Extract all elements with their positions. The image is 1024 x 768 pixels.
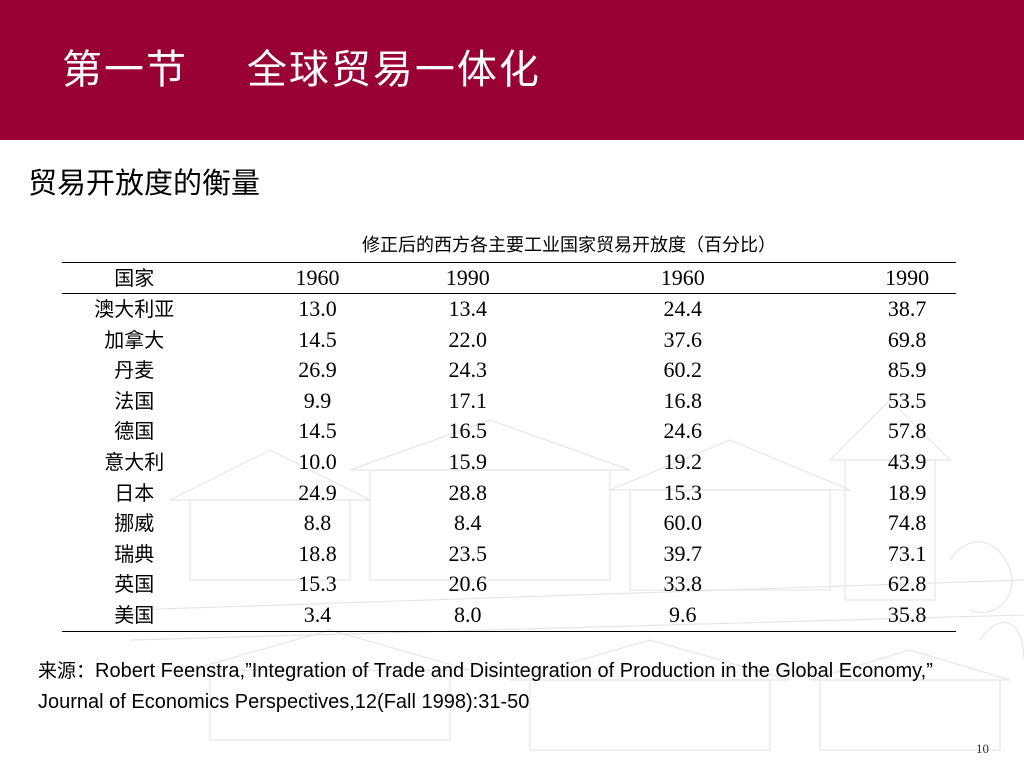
- country-cell: 丹麦: [114, 358, 155, 383]
- country-cell: 加拿大: [104, 327, 165, 352]
- value-cell: 15.9: [448, 448, 488, 474]
- country-cell: 挪威: [114, 511, 155, 536]
- value-cell: 60.2: [663, 357, 702, 383]
- country-cell: 法国: [114, 388, 155, 413]
- value-cell: 14.5: [298, 326, 337, 352]
- value-cell: 57.8: [887, 418, 927, 444]
- value-cell: 69.8: [887, 326, 927, 352]
- value-cell: 38.7: [887, 296, 927, 321]
- table-row: 瑞典 18.8 23.5 39.7 73.1: [62, 539, 956, 570]
- value-cell: 60.0: [663, 510, 702, 536]
- header-band: [0, 0, 1024, 140]
- section-subtitle: 贸易开放度的衡量: [28, 166, 261, 200]
- value-cell: 8.4: [454, 510, 482, 536]
- value-cell: 15.3: [298, 571, 337, 597]
- country-cell: 美国: [62, 599, 207, 632]
- table-row: 丹麦 26.9 24.3 60.2 85.9: [62, 355, 956, 386]
- column-header-1990-a: 1990: [428, 262, 508, 294]
- value-cell: 19.2: [663, 448, 702, 474]
- value-cell: 22.0: [448, 326, 488, 352]
- value-cell: 43.9: [887, 448, 927, 474]
- value-cell: 15.3: [663, 479, 702, 505]
- value-cell: 3.4: [206, 599, 429, 632]
- value-cell: 35.8: [858, 599, 956, 632]
- column-header-1960-b: 1960: [507, 262, 859, 294]
- value-cell: 10.0: [298, 448, 337, 474]
- country-cell: 英国: [114, 572, 155, 597]
- value-cell: 53.5: [887, 387, 927, 413]
- value-cell: 24.9: [298, 479, 337, 505]
- value-cell: 26.9: [298, 357, 337, 383]
- country-cell: 瑞典: [114, 541, 155, 566]
- value-cell: 24.3: [448, 357, 488, 383]
- table-row: 法国 9.9 17.1 16.8 53.5: [62, 386, 956, 417]
- table-row: 挪威 8.8 8.4 60.0 74.8: [62, 508, 956, 539]
- value-cell: 74.8: [887, 510, 927, 536]
- table-row: 英国 15.3 20.6 33.8 62.8: [62, 569, 956, 600]
- source-label: 来源：: [38, 660, 96, 682]
- value-cell: 13.4: [448, 296, 488, 321]
- column-header-1990-b: 1990: [858, 262, 956, 294]
- source-citation: 来源：Robert Feenstra,”Integration of Trade…: [38, 656, 938, 718]
- country-cell: 日本: [114, 480, 155, 505]
- value-cell: 14.5: [298, 418, 337, 444]
- value-cell: 24.6: [663, 418, 702, 444]
- value-cell: 28.8: [448, 479, 488, 505]
- column-header-country: 国家: [62, 262, 207, 294]
- table-row: 意大利 10.0 15.9 19.2 43.9: [62, 447, 956, 478]
- value-cell: 24.4: [663, 296, 702, 321]
- source-text: Robert Feenstra,”Integration of Trade an…: [38, 660, 933, 713]
- table-row: 澳大利亚 13.0 13.4 24.4 38.7: [62, 294, 956, 325]
- table-row: 加拿大 14.5 22.0 37.6 69.8: [62, 325, 956, 356]
- table-row: 德国 14.5 16.5 24.6 57.8: [62, 416, 956, 447]
- value-cell: 17.1: [448, 387, 488, 413]
- value-cell: 8.0: [428, 599, 508, 632]
- table-caption: 修正后的西方各主要工业国家贸易开放度（百分比）: [362, 235, 776, 256]
- page-number: 10: [976, 741, 989, 756]
- value-cell: 23.5: [448, 540, 488, 566]
- value-cell: 18.9: [887, 479, 927, 505]
- value-cell: 62.8: [887, 571, 927, 597]
- slide-title: 第一节 全球贸易一体化: [62, 47, 541, 93]
- value-cell: 73.1: [887, 540, 927, 566]
- value-cell: 13.0: [298, 296, 337, 321]
- value-cell: 85.9: [887, 357, 927, 383]
- value-cell: 37.6: [663, 326, 702, 352]
- trade-openness-table: 国家 1960 1990 1960 1990 澳大利亚 13.0 13.4 24…: [62, 262, 956, 632]
- value-cell: 18.8: [298, 540, 337, 566]
- country-cell: 德国: [114, 419, 155, 444]
- value-cell: 9.9: [303, 387, 332, 413]
- value-cell: 39.7: [663, 540, 702, 566]
- table-header-row: 国家 1960 1990 1960 1990: [62, 262, 956, 294]
- country-cell: 澳大利亚: [94, 297, 175, 321]
- value-cell: 16.5: [448, 418, 488, 444]
- column-header-1960-a: 1960: [206, 262, 429, 294]
- value-cell: 33.8: [663, 571, 702, 597]
- value-cell: 20.6: [448, 571, 488, 597]
- country-cell: 意大利: [104, 449, 165, 474]
- value-cell: 16.8: [663, 387, 702, 413]
- value-cell: 9.6: [507, 599, 859, 632]
- table-row: 日本 24.9 28.8 15.3 18.9: [62, 478, 956, 509]
- table-row: 美国 3.4 8.0 9.6 35.8: [62, 599, 956, 632]
- value-cell: 8.8: [303, 510, 332, 536]
